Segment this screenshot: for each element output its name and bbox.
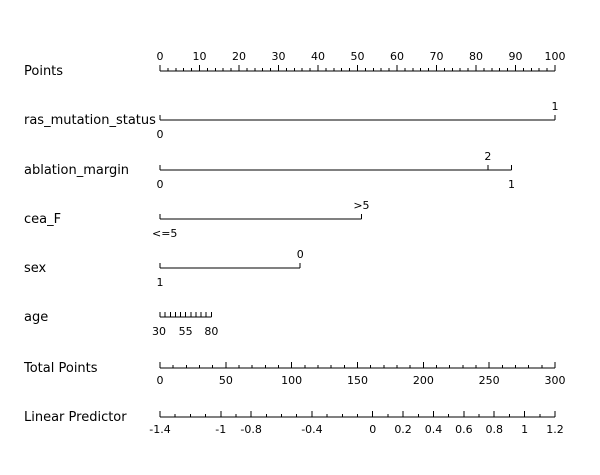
row-label-cea-f: cea_F — [24, 212, 61, 227]
tick-label-total-points: 250 — [479, 374, 500, 387]
tick-label-linear-predictor: -0.8 — [240, 423, 261, 436]
tick-label-linear-predictor: -0.4 — [301, 423, 322, 436]
level-label-sex: 1 — [157, 276, 164, 289]
tick-label-linear-predictor: 0 — [369, 423, 376, 436]
tick-label-total-points: 50 — [219, 374, 233, 387]
row-label-linear-predictor: Linear Predictor — [24, 410, 127, 425]
tick-label-points: 100 — [545, 50, 566, 63]
level-label-age: 80 — [204, 325, 218, 338]
level-label-age: 30 — [152, 325, 166, 338]
level-label-ablation-margin: 2 — [484, 150, 491, 163]
row-label-ras-mutation-status: ras_mutation_status — [24, 113, 156, 128]
level-label-age: 55 — [179, 325, 193, 338]
tick-label-points: 50 — [351, 50, 365, 63]
tick-label-total-points: 200 — [413, 374, 434, 387]
tick-label-linear-predictor: 0.6 — [455, 423, 473, 436]
tick-label-linear-predictor: 0.2 — [394, 423, 412, 436]
tick-label-points: 60 — [390, 50, 404, 63]
tick-label-points: 90 — [509, 50, 523, 63]
row-label-total-points: Total Points — [23, 361, 98, 376]
tick-label-total-points: 100 — [281, 374, 302, 387]
tick-label-points: 80 — [469, 50, 483, 63]
tick-label-total-points: 300 — [545, 374, 566, 387]
tick-label-points: 10 — [193, 50, 207, 63]
level-label-cea-f: <=5 — [152, 227, 177, 240]
tick-label-linear-predictor: 0.8 — [485, 423, 503, 436]
tick-label-points: 40 — [311, 50, 325, 63]
level-label-sex: 0 — [297, 248, 304, 261]
tick-label-points: 0 — [157, 50, 164, 63]
tick-label-linear-predictor: 1 — [521, 423, 528, 436]
level-label-ras-mutation-status: 0 — [157, 128, 164, 141]
tick-label-total-points: 150 — [347, 374, 368, 387]
tick-label-linear-predictor: -1.4 — [149, 423, 170, 436]
row-label-sex: sex — [24, 261, 47, 276]
level-label-ablation-margin: 1 — [508, 178, 515, 191]
level-label-cea-f: >5 — [353, 199, 369, 212]
tick-label-total-points: 0 — [157, 374, 164, 387]
row-label-age: age — [24, 310, 48, 325]
row-label-points: Points — [24, 64, 63, 79]
tick-label-points: 20 — [232, 50, 246, 63]
tick-label-points: 30 — [272, 50, 286, 63]
level-label-ras-mutation-status: 1 — [552, 100, 559, 113]
tick-label-linear-predictor: 0.4 — [425, 423, 443, 436]
row-label-ablation-margin: ablation_margin — [24, 163, 129, 178]
tick-label-linear-predictor: 1.2 — [546, 423, 564, 436]
tick-label-linear-predictor: -1 — [215, 423, 226, 436]
level-label-ablation-margin: 0 — [157, 178, 164, 191]
tick-label-points: 70 — [430, 50, 444, 63]
